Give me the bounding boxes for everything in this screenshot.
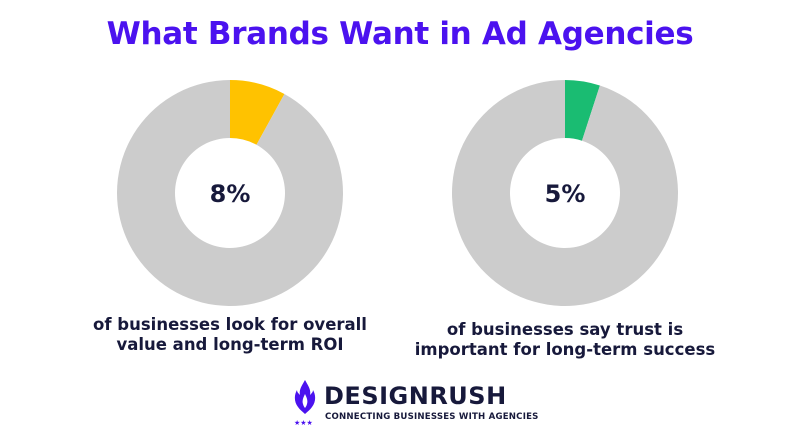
chart-title: What Brands Want in Ad Agencies bbox=[106, 16, 694, 52]
caption-right: of businesses say trust is important for… bbox=[405, 320, 725, 360]
designrush-flame-icon: ★★★ bbox=[294, 380, 316, 427]
brand-logo-block: ★★★ DESIGNRUSH CONNECTING BUSINESSES WIT… bbox=[292, 378, 538, 430]
caption-left-line-2: value and long-term ROI bbox=[116, 335, 344, 354]
donut-2-slice-2 bbox=[452, 80, 678, 306]
caption-right-line-2: important for long-term success bbox=[414, 340, 716, 359]
caption-left: of businesses look for overall value and… bbox=[70, 315, 390, 355]
donut-1-slice-2 bbox=[116, 79, 344, 306]
caption-right-line-1: of businesses say trust is bbox=[446, 320, 684, 339]
caption-left-line-1: of businesses look for overall bbox=[93, 315, 367, 334]
donut-1-center-label: 8% bbox=[210, 180, 251, 208]
donut-2-center-label: 5% bbox=[545, 180, 586, 208]
svg-text:★★★: ★★★ bbox=[294, 419, 313, 427]
brand-name: DESIGNRUSH bbox=[324, 382, 507, 410]
donut-2-slice-1 bbox=[565, 80, 600, 141]
donut-1-slice-1 bbox=[230, 80, 285, 145]
brand-tagline: CONNECTING BUSINESSES WITH AGENCIES bbox=[325, 412, 539, 422]
